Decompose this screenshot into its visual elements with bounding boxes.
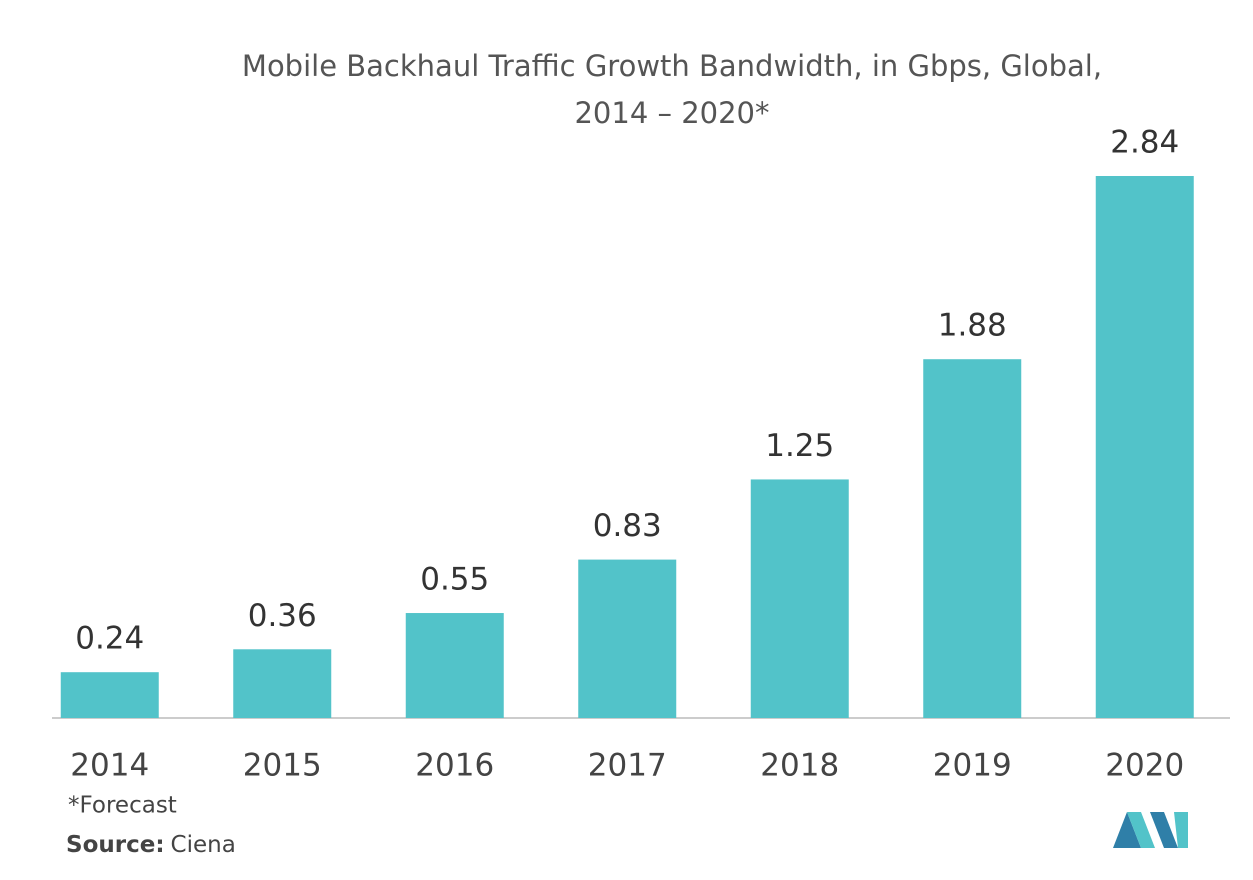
x-tick-label: 2017 <box>588 748 667 784</box>
footnote: *Forecast <box>68 793 177 819</box>
logo <box>1113 812 1188 848</box>
bar <box>750 479 849 718</box>
value-label: 0.55 <box>420 562 489 598</box>
source-text: Ciena <box>171 832 236 858</box>
value-label: 1.25 <box>765 428 834 464</box>
x-tick-label: 2020 <box>1105 748 1184 784</box>
chart-title: 2014 – 2020* <box>574 96 769 130</box>
bar <box>405 613 504 718</box>
x-tick-label: 2018 <box>760 748 839 784</box>
x-tick-label: 2015 <box>243 748 322 784</box>
x-tick-label: 2019 <box>933 748 1012 784</box>
bar <box>60 672 159 718</box>
value-label: 0.24 <box>75 621 144 657</box>
bar <box>233 649 332 718</box>
x-tick-label: 2014 <box>70 748 149 784</box>
bar <box>923 359 1022 718</box>
source: Source: Ciena <box>66 832 236 858</box>
bar <box>1095 176 1194 718</box>
value-label: 0.83 <box>593 508 662 544</box>
value-label: 1.88 <box>938 308 1007 344</box>
value-label: 0.36 <box>248 598 317 634</box>
x-tick-label: 2016 <box>415 748 494 784</box>
source-label: Source: <box>66 832 165 858</box>
bar <box>578 559 677 718</box>
value-label: 2.84 <box>1110 125 1179 161</box>
chart-title: Mobile Backhaul Traffic Growth Bandwidth… <box>242 49 1102 83</box>
